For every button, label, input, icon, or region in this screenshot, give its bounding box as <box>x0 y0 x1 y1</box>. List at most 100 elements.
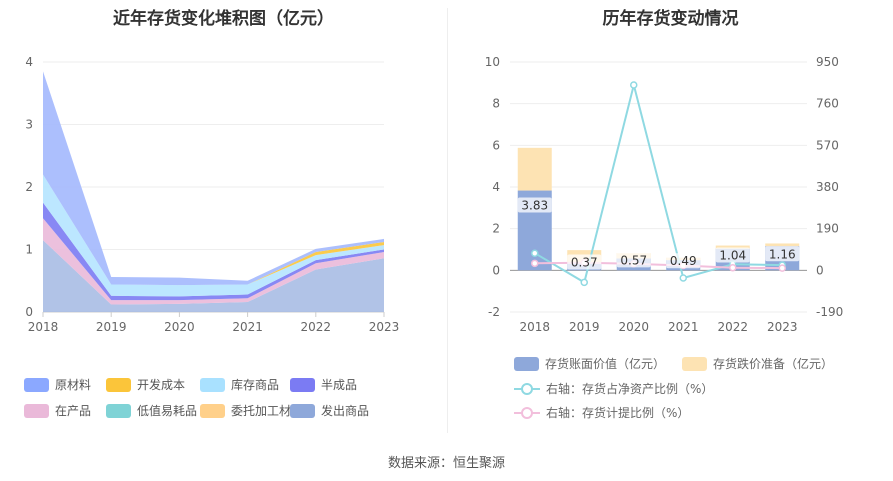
legend-swatch <box>514 356 539 371</box>
data-label: 0.57 <box>620 253 647 267</box>
legend-marker <box>521 382 533 395</box>
legend-label: 存货跌价准备（亿元） <box>713 357 834 371</box>
legend-label: 半成品 <box>321 378 358 392</box>
line-point <box>531 249 539 257</box>
data-label: 1.04 <box>719 249 746 263</box>
x-tick-label: 2022 <box>301 320 332 334</box>
bar-impairment <box>715 245 750 249</box>
line-point <box>630 81 638 89</box>
legend-item[interactable]: 原材料 <box>24 376 91 393</box>
y-left-tick-label: -2 <box>488 305 500 319</box>
bar-impairment <box>765 243 800 247</box>
legend-swatch <box>290 377 315 392</box>
y-left-tick-label: 8 <box>492 97 500 111</box>
legend-item[interactable]: 低值易耗品 <box>106 402 197 419</box>
legend-swatch <box>514 406 540 420</box>
legend-swatch <box>24 403 49 418</box>
y-left-tick-label: 4 <box>492 180 500 194</box>
legend-swatch <box>514 382 540 396</box>
stacked-area-chart: 0 1 2 3 4 2018 2019 2020 2021 2022 2023 <box>25 55 400 334</box>
data-label-bg <box>567 254 602 270</box>
bar-impairment <box>517 147 552 191</box>
y-right-tick-label: 380 <box>816 180 839 194</box>
legend-item[interactable]: 存货账面价值（亿元） <box>514 355 665 372</box>
area-series <box>43 174 384 297</box>
x-tick-label: 2021 <box>232 320 263 334</box>
legend-item[interactable]: 存货跌价准备（亿元） <box>682 355 833 372</box>
y-tick-label: 3 <box>25 118 33 132</box>
legend-swatch <box>200 403 225 418</box>
y-tick-label: 0 <box>25 305 33 319</box>
x-tick-label: 2019 <box>569 320 600 334</box>
line-point <box>679 274 687 282</box>
y-left-tick-label: 10 <box>485 55 500 69</box>
data-label-bg <box>616 252 651 268</box>
legend-label: 右轴：存货占净资产比例（%） <box>546 382 714 396</box>
legend-item[interactable]: 半成品 <box>290 376 357 393</box>
legend-item[interactable]: 开发成本 <box>106 376 185 393</box>
legend-label: 发出商品 <box>321 404 370 418</box>
x-tick-label: 2023 <box>767 320 798 334</box>
left-legend: 原材料 开发成本 库存商品 半成品在产品 低值易耗品 委托加工材料 发出商品 <box>0 0 447 440</box>
legend-swatch <box>106 403 131 418</box>
y-right-tick-label: -190 <box>816 305 843 319</box>
legend-label: 原材料 <box>55 378 92 392</box>
x-tick-label: 2018 <box>519 320 550 334</box>
x-tick-label: 2023 <box>369 320 400 334</box>
legend-marker <box>521 406 533 419</box>
data-source-note: 数据来源：恒生聚源 <box>387 456 505 471</box>
data-label-bg <box>666 253 701 269</box>
line-point <box>778 264 786 272</box>
legend-swatch <box>682 356 707 371</box>
legend-label: 委托加工材料 <box>231 404 304 418</box>
legend-swatch <box>200 377 225 392</box>
legend-item[interactable]: 在产品 <box>24 402 91 419</box>
data-label: 0.49 <box>670 254 697 268</box>
legend-swatch <box>290 403 315 418</box>
right-chart-title: 历年存货变动情况 <box>602 9 739 29</box>
right-legend: 存货账面价值（亿元） 存货跌价准备（亿元） 右轴：存货占净资产比例（%） 右轴：存货计… <box>448 0 893 440</box>
y-right-tick-label: 190 <box>816 222 839 236</box>
y-right-tick-label: 0 <box>816 263 824 277</box>
y-right-tick-label: 570 <box>816 138 839 152</box>
x-tick-label: 2019 <box>96 320 127 334</box>
legend-swatch <box>106 377 131 392</box>
left-chart-title: 近年存货变化堆积图（亿元） <box>113 9 334 29</box>
panel-divider <box>447 8 448 433</box>
legend-item[interactable]: 委托加工材料 <box>200 402 303 419</box>
y-left-tick-label: 6 <box>492 138 500 152</box>
y-left-tick-label: 0 <box>492 263 500 277</box>
legend-label: 开发成本 <box>137 378 186 392</box>
legend-label: 低值易耗品 <box>137 404 198 418</box>
data-label: 3.83 <box>521 199 548 213</box>
x-tick-label: 2022 <box>717 320 748 334</box>
area-series <box>43 240 384 312</box>
x-tick-label: 2020 <box>164 320 195 334</box>
y-tick-label: 1 <box>25 243 33 257</box>
data-label-bg <box>517 197 552 213</box>
legend-item[interactable]: 右轴：存货占净资产比例（%） <box>514 380 713 397</box>
line-point <box>729 263 737 272</box>
y-right-tick-label: 760 <box>816 97 839 111</box>
data-label: 0.37 <box>571 255 598 269</box>
y-tick-label: 2 <box>25 180 33 194</box>
legend-item[interactable]: 库存商品 <box>200 376 279 393</box>
legend-item[interactable]: 发出商品 <box>290 402 369 419</box>
legend-label: 存货账面价值（亿元） <box>545 357 666 371</box>
line-point <box>580 278 588 287</box>
data-label-bg <box>715 247 750 263</box>
legend-label: 库存商品 <box>231 378 280 392</box>
x-tick-label: 2018 <box>28 320 59 334</box>
y-tick-label: 4 <box>25 55 33 69</box>
legend-item[interactable]: 右轴：存货计提比例（%） <box>514 404 689 421</box>
left-panel: 近年存货变化堆积图（亿元） 0 1 2 3 4 2018 2019 2020 2021 2022 2… <box>0 0 447 440</box>
data-label: 1.16 <box>769 247 796 261</box>
data-label-bg <box>765 246 800 262</box>
x-tick-label: 2021 <box>668 320 699 334</box>
line-point <box>531 259 539 268</box>
bar-line-combo-chart: -2 0 2 4 6 8 10 -190 0 190 380 570 760 950 3.83 0.37 0.5… <box>485 55 844 334</box>
line-ratio-net-assets <box>534 84 783 284</box>
right-panel: 历年存货变动情况 -2 0 2 4 6 8 10 -190 0 190 380 570 760 950 3.… <box>448 0 893 440</box>
legend-swatch <box>24 377 49 392</box>
y-right-tick-label: 950 <box>816 55 839 69</box>
